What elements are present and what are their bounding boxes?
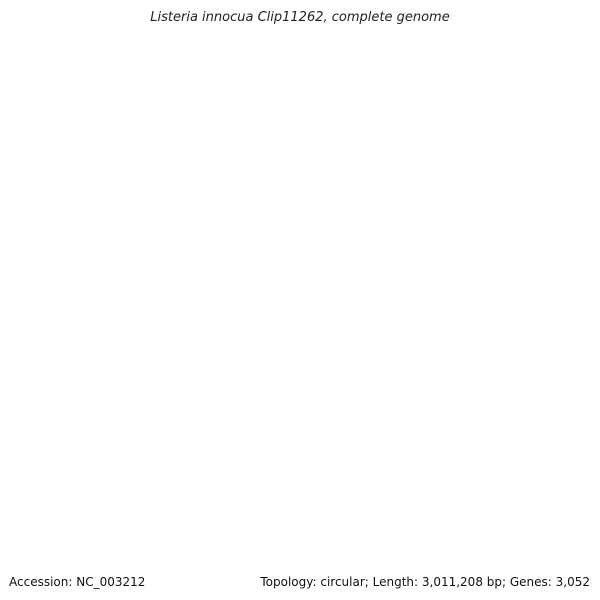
map-title: Listeria innocua Clip11262, complete gen… xyxy=(150,10,450,25)
genome-summary: Topology: circular; Length: 3,011,208 bp… xyxy=(260,575,590,589)
accession-text: Accession: NC_003212 xyxy=(9,575,146,589)
